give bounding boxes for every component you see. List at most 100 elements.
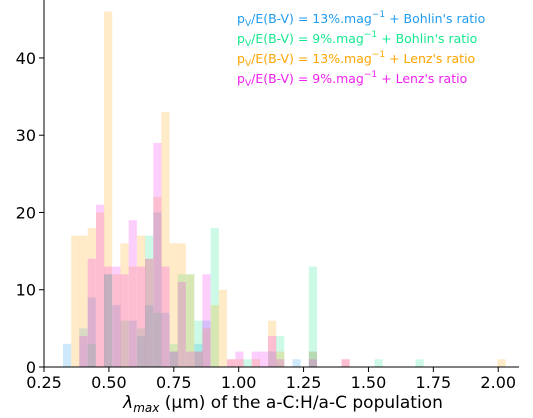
histogram-bar-series-1	[136, 336, 146, 367]
histogram-bar-series-1	[161, 312, 170, 367]
legend-entry-2: pV/E(B-V) = 9%.mag−1 + Bohlin's ratio	[237, 30, 477, 49]
histogram-bar-series-2	[120, 320, 129, 367]
histogram-bar-series-2	[415, 359, 424, 367]
histogram-bar-series-4	[341, 359, 350, 367]
axes	[43, 0, 519, 368]
histogram-bar-series-3	[308, 351, 318, 367]
histogram-bar-series-1	[145, 305, 154, 367]
histogram-bar-series-2	[104, 274, 113, 367]
histogram-bar-series-4	[177, 282, 186, 367]
histogram-bar-series-4	[145, 258, 154, 367]
x-axis-label-subscript: max	[133, 401, 160, 415]
histogram-bar-series-2	[136, 328, 146, 367]
histogram-bar-series-4	[194, 351, 203, 367]
x-tick-label: 1.75	[416, 373, 452, 392]
y-tick-label: 40	[16, 49, 36, 68]
histogram-bar-series-3	[104, 11, 113, 368]
x-axis-label-lambda: λ	[122, 393, 133, 413]
x-tick-label: 1.50	[351, 373, 387, 392]
histogram-bar-series-3	[95, 212, 105, 367]
histogram-bar-series-2	[153, 312, 162, 367]
histogram-bar-series-1	[87, 297, 96, 367]
histogram-bar-series-1	[153, 212, 162, 367]
x-tick-label: 1.00	[221, 373, 257, 392]
histogram-bar-series-2	[177, 274, 186, 367]
histogram-bar-series-3	[136, 235, 146, 367]
y-tick-label: 10	[16, 281, 36, 300]
histogram-bar-series-4	[259, 351, 268, 367]
histogram-bar-series-4	[136, 266, 146, 367]
legend-entry-1: pV/E(B-V) = 13%.mag−1 + Bohlin's ratio	[237, 10, 485, 29]
histogram-bar-series-2	[243, 359, 252, 367]
x-tick-label: 0.75	[156, 373, 192, 392]
histogram-bar-series-4	[95, 204, 105, 367]
histogram-bar-series-4	[186, 351, 195, 367]
histogram-bar-series-4	[202, 274, 211, 367]
histogram-bar-series-1	[202, 320, 211, 367]
histogram-bar-series-4	[169, 351, 178, 367]
histogram-bar-series-1	[194, 343, 203, 367]
histogram-bar-series-3	[169, 243, 178, 367]
x-tick-label: 2.00	[480, 373, 516, 392]
y-tick-label: 30	[16, 126, 36, 145]
histogram-bar-series-4	[153, 142, 162, 367]
histogram-bars	[63, 11, 506, 368]
x-axis-label: λmax (μm) of the a-C:H/a-C population	[122, 393, 443, 415]
histogram-bar-series-1	[308, 351, 318, 367]
histogram-bar-series-1	[128, 320, 137, 367]
histogram-bar-series-3	[276, 351, 285, 367]
histogram-bar-series-4	[227, 359, 236, 367]
legend-entry-4: pV/E(B-V) = 9%.mag−1 + Lenz's ratio	[237, 70, 467, 89]
histogram-bar-series-2	[276, 336, 285, 367]
histogram-bar-series-3	[145, 258, 154, 367]
histogram-bar-series-1	[292, 359, 301, 367]
histogram-bar-series-3	[79, 235, 88, 367]
histogram-bar-series-1	[169, 351, 178, 367]
histogram-bar-series-3	[186, 274, 195, 367]
y-tick-label: 20	[16, 203, 36, 222]
histogram-bar-series-3	[177, 243, 186, 367]
histogram-bar-series-4	[79, 336, 88, 367]
histogram-bar-series-4	[251, 351, 260, 367]
histogram-bar-series-2	[145, 235, 154, 367]
histogram-bar-series-3	[161, 112, 170, 367]
histogram-bar-series-2	[374, 359, 383, 367]
histogram-bar-series-3	[202, 328, 211, 367]
histogram-bar-series-3	[128, 266, 137, 367]
histogram-bar-series-1	[104, 274, 113, 367]
histogram-bar-series-3	[194, 351, 203, 367]
histogram-bar-series-2	[169, 343, 178, 367]
histogram-bar-series-2	[308, 266, 318, 367]
legend-entry-3: pV/E(B-V) = 13%.mag−1 + Lenz's ratio	[237, 50, 475, 69]
histogram-bar-series-4	[120, 274, 129, 367]
histogram-bar-series-1	[63, 343, 72, 367]
histogram-bar-series-1	[112, 305, 121, 367]
x-axis-label-text: (μm) of the a-C:H/a-C population	[159, 393, 443, 413]
histogram-bar-series-4	[104, 266, 113, 367]
x-axis-ticks: 0.25 0.50 0.75 1.00 1.25 1.50 1.75 2.00	[26, 367, 516, 392]
histogram-bar-series-2	[210, 227, 219, 367]
histogram-bar-series-3	[87, 227, 96, 367]
histogram-bar-series-3	[153, 197, 162, 367]
histogram-bar-series-3	[235, 359, 244, 367]
histogram-bar-series-3	[120, 243, 129, 367]
histogram-bar-series-4	[308, 359, 318, 367]
histogram-bar-series-4	[87, 258, 96, 367]
histogram-bar-series-2	[194, 320, 203, 367]
histogram-bar-series-4	[128, 220, 137, 367]
histogram-bar-series-3	[112, 274, 121, 367]
legend: pV/E(B-V) = 13%.mag−1 + Bohlin's ratiopV…	[237, 10, 485, 89]
histogram-bar-series-2	[186, 274, 195, 367]
histogram-bar-series-4	[112, 266, 121, 367]
y-tick-label: 0	[26, 358, 36, 377]
histogram-bar-series-3	[268, 320, 277, 367]
histogram-bar-series-3	[497, 359, 506, 367]
x-tick-label: 0.50	[91, 373, 127, 392]
histogram-bar-series-3	[210, 305, 219, 367]
histogram-bar-series-3	[341, 359, 350, 367]
x-tick-label: 0.25	[26, 373, 62, 392]
x-tick-label: 1.25	[286, 373, 322, 392]
histogram-bar-series-4	[268, 336, 277, 367]
histogram-bar-series-4	[161, 266, 170, 367]
